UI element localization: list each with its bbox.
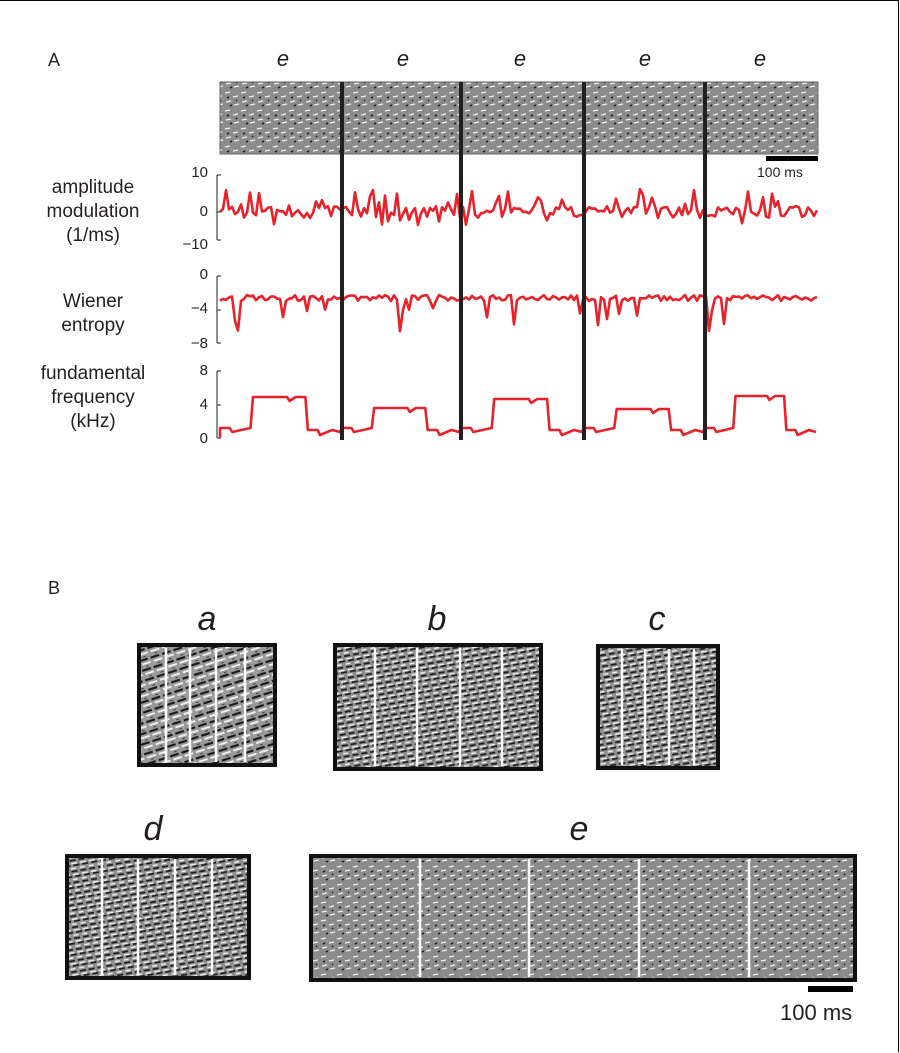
scale-bar-b <box>808 986 853 992</box>
fundamental-frequency-label: fundamental frequency (kHz) <box>40 363 146 432</box>
wiener-entropy-trace <box>219 293 818 333</box>
f0-tick-bottom: 0 <box>199 430 208 447</box>
scale-bar-a <box>766 156 818 161</box>
amplitude-modulation-trace <box>219 187 819 227</box>
spectrogram-b <box>333 643 543 771</box>
wiener-tick-top: 0 <box>199 266 208 283</box>
syllable-label-b: b <box>427 600 447 638</box>
scale-bar-label-b: 100 ms <box>780 1000 853 1025</box>
syllable-label-c: c <box>648 600 666 638</box>
syllable-label-2: e <box>396 46 410 71</box>
amp-tick-top: 10 <box>191 164 208 181</box>
syllable-boundaries <box>340 82 707 440</box>
syllable-label-d: d <box>143 810 163 848</box>
syllable-label-4: e <box>638 46 652 71</box>
panel-b-spectrograms <box>65 643 857 982</box>
spectrogram-d <box>65 854 251 980</box>
amp-tick-bottom: −10 <box>182 236 208 253</box>
rendition-separators <box>100 648 751 977</box>
panel-label-a: A <box>48 50 61 70</box>
syllable-label-3: e <box>513 46 527 71</box>
wiener-tick-bottom: −8 <box>190 335 208 352</box>
syllable-label-5: e <box>753 46 767 71</box>
amp-tick-mid: 0 <box>199 203 208 220</box>
feature-traces <box>218 187 819 438</box>
syllable-label-a: a <box>197 600 217 638</box>
panel-label-b: B <box>48 578 61 598</box>
syllable-label-e: e <box>569 810 589 848</box>
spectrogram-c <box>596 644 720 770</box>
f0-tick-mid: 4 <box>199 396 208 413</box>
trace-axes <box>216 174 221 439</box>
wiener-tick-mid: −4 <box>190 300 208 317</box>
f0-tick-top: 8 <box>199 362 208 379</box>
spectrogram-a <box>137 643 277 767</box>
wiener-entropy-label: Wiener entropy <box>61 291 125 336</box>
fundamental-frequency-trace <box>218 394 817 438</box>
scale-bar-label-a: 100 ms <box>757 164 803 180</box>
spectrogram-strip <box>219 81 819 155</box>
amplitude-label: amplitude modulation (1/ms) <box>46 177 140 246</box>
spectrogram-e <box>309 854 857 982</box>
syllable-label-1: e <box>276 46 290 71</box>
